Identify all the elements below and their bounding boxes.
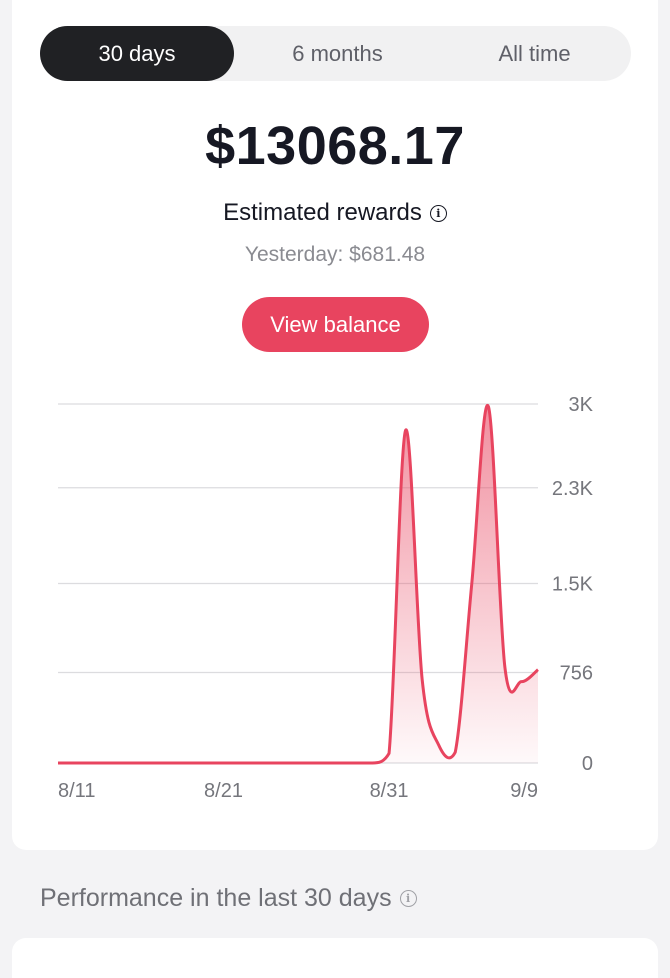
- x-tick-label: 8/11: [58, 780, 95, 802]
- info-circle-icon[interactable]: i: [399, 890, 417, 907]
- performance-card: [12, 938, 658, 978]
- tab-all-time[interactable]: All time: [498, 41, 571, 66]
- chart-series-line: [58, 404, 539, 765]
- y-tick-label: 756: [560, 663, 593, 685]
- y-tick-label: 0: [582, 753, 593, 775]
- tab-6-months[interactable]: 6 months: [292, 41, 383, 66]
- x-tick-label: 9/9: [510, 780, 538, 802]
- tab-30-days[interactable]: 30 days: [40, 26, 234, 81]
- x-tick-label: 8/31: [370, 780, 409, 802]
- period-selector: 30 days 6 months All time: [40, 26, 631, 81]
- x-tick-label: 8/21: [204, 780, 243, 802]
- y-tick-label: 2.3K: [552, 478, 594, 500]
- info-circle-icon[interactable]: i: [429, 205, 447, 222]
- estimated-rewards-heading: Estimated rewards i: [0, 199, 670, 227]
- rewards-amount: $13068.17: [205, 116, 465, 176]
- chart-area-fill: [58, 405, 538, 763]
- estimated-rewards-label: Estimated rewards: [223, 199, 422, 226]
- rewards-card: [12, 0, 658, 850]
- rewards-chart: 3K 2.3K 1.5K 756 0 8/11 8/21 8/31 9/9: [58, 394, 594, 802]
- y-tick-label: 3K: [569, 394, 594, 416]
- y-tick-label: 1.5K: [552, 574, 594, 596]
- view-balance-button[interactable]: View balance: [242, 297, 429, 352]
- performance-title: Performance in the last 30 days: [40, 884, 392, 912]
- performance-heading: Performance in the last 30 days i: [40, 884, 417, 913]
- yesterday-rewards: Yesterday: $681.48: [244, 243, 426, 266]
